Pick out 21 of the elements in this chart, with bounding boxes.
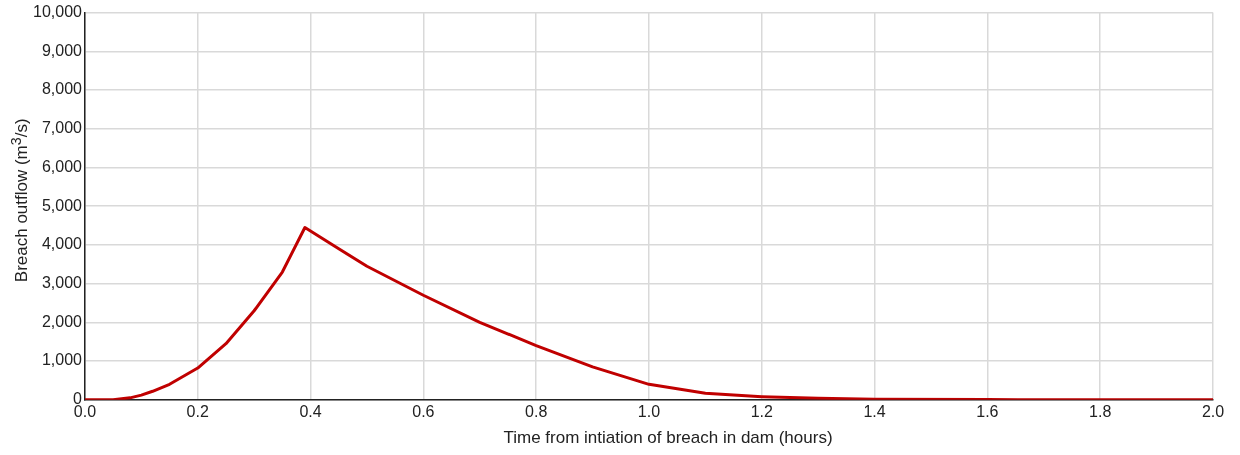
x-tick-label: 0.8 bbox=[525, 402, 548, 420]
y-tick-label: 3,000 bbox=[41, 274, 83, 292]
x-tick-label: 1.2 bbox=[750, 402, 773, 420]
x-tick-label: 0.6 bbox=[412, 402, 435, 420]
y-tick-label: 1,000 bbox=[41, 351, 83, 369]
y-tick-label: 5,000 bbox=[41, 196, 83, 214]
x-tick-label: 1.8 bbox=[1089, 402, 1112, 420]
y-tick-label: 10,000 bbox=[33, 3, 83, 21]
y-tick-label: 9,000 bbox=[41, 41, 83, 59]
x-tick-label: 2.0 bbox=[1201, 402, 1225, 420]
y-tick-label: 7,000 bbox=[41, 119, 83, 137]
x-axis-title: Time from intiation of breach in dam (hours) bbox=[502, 428, 834, 448]
y-tick-label: 2,000 bbox=[41, 312, 83, 330]
x-tick-label: 1.4 bbox=[863, 402, 886, 420]
x-tick-label: 0.4 bbox=[299, 402, 322, 420]
x-tick-label: 1.0 bbox=[637, 402, 661, 420]
y-tick-label: 8,000 bbox=[41, 80, 83, 98]
y-tick-label: 6,000 bbox=[41, 157, 83, 175]
x-tick-label: 1.6 bbox=[976, 402, 999, 420]
y-tick-label: 4,000 bbox=[41, 235, 83, 253]
x-tick-label: 0.2 bbox=[186, 402, 209, 420]
